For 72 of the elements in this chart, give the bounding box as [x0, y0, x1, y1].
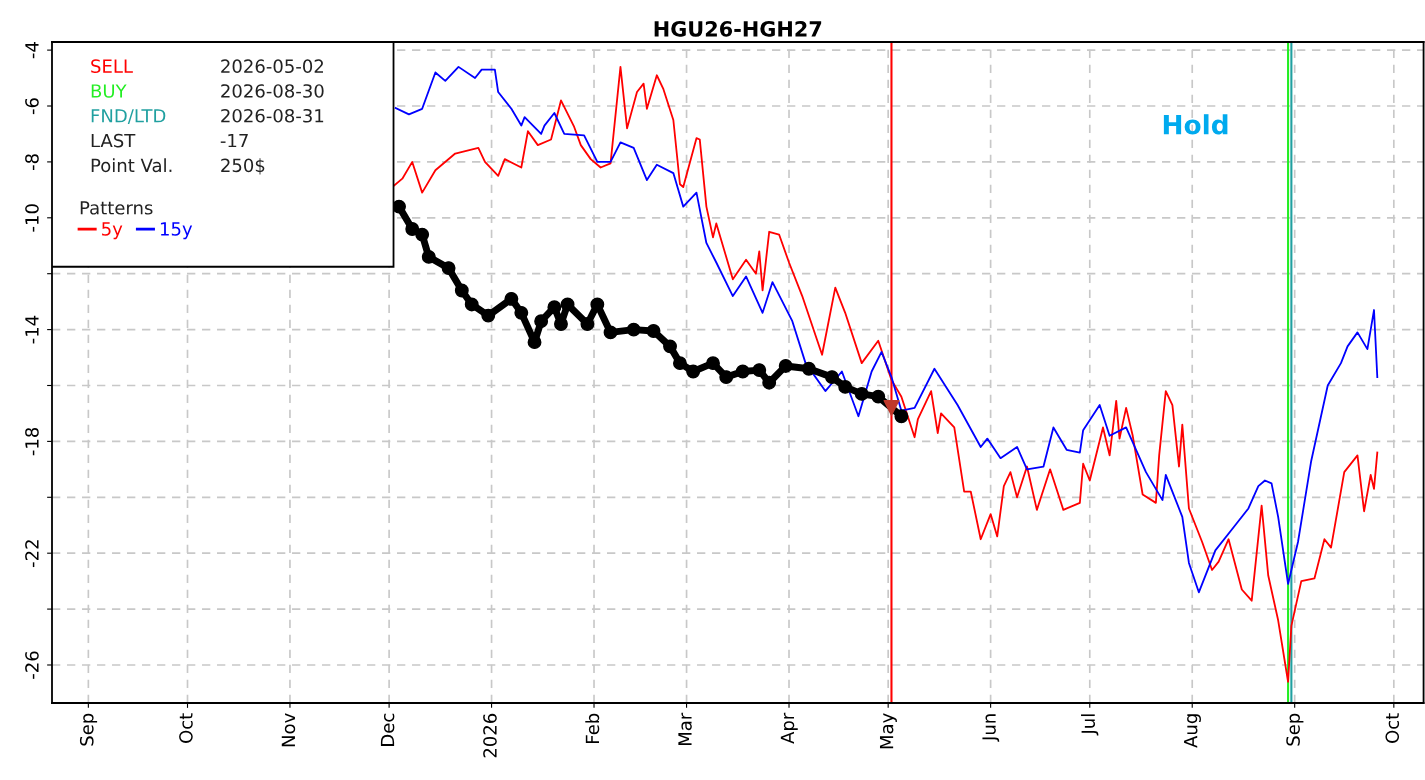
point: [405, 222, 420, 236]
chart-title: HGU26-HGH27: [654, 20, 822, 37]
x-tick-label: Jun: [982, 714, 1000, 742]
ref-line-label: FND/LTD: [91, 109, 166, 125]
annotation: LAST: [91, 133, 136, 148]
x-tick-label: Oct: [179, 713, 193, 743]
ref-line-label: BUY: [91, 84, 127, 98]
y-tick-label: -8: [25, 154, 39, 171]
annotation: Point Val.: [91, 158, 172, 173]
annotation: 250$: [221, 158, 265, 175]
annotation: 2026-05-02: [221, 59, 323, 74]
point: [706, 356, 720, 371]
y-tick-label: -22: [25, 540, 39, 568]
point: [752, 363, 767, 378]
point: [580, 317, 595, 331]
point: [547, 300, 562, 315]
point: [504, 291, 519, 306]
point: [527, 335, 542, 350]
legend-title: Patterns: [80, 201, 153, 215]
x-tick-label: Jul: [1081, 714, 1099, 736]
legend-label: 15y: [160, 222, 193, 240]
x-tick-label: Aug: [1184, 714, 1201, 748]
point: [894, 409, 909, 424]
point: [854, 386, 869, 401]
point: [392, 199, 406, 214]
annotation: 2026-08-30: [221, 84, 324, 98]
point: [554, 317, 568, 331]
point: [778, 358, 793, 373]
point: [825, 370, 839, 385]
ref-line-label: SELL: [91, 59, 133, 74]
x-tick-label: Sep: [1286, 713, 1304, 746]
point: [735, 364, 750, 379]
point: [838, 379, 853, 394]
point: [762, 375, 777, 390]
point: [626, 322, 641, 337]
annotation: 2026-08-31: [221, 108, 324, 123]
point: [481, 308, 496, 323]
y-tick-label: -10: [25, 204, 39, 232]
x-tick-label: Sep: [79, 713, 98, 746]
point: [603, 325, 618, 340]
point: [454, 283, 469, 298]
x-tick-label: Mar: [678, 712, 692, 746]
point: [464, 297, 479, 312]
x-tick-label: May: [879, 713, 897, 749]
point: [673, 356, 687, 371]
x-tick-label: Feb: [585, 713, 600, 743]
point: [871, 389, 886, 404]
point: [883, 399, 900, 416]
y-tick-label: -14: [25, 315, 39, 344]
point: [415, 227, 430, 242]
x-tick-label: Oct: [1385, 713, 1400, 743]
point: [801, 361, 816, 376]
point: [534, 314, 549, 329]
y-tick-label: -6: [25, 98, 39, 115]
point: [646, 324, 661, 338]
point: [560, 297, 575, 312]
point: [514, 305, 529, 320]
point: [663, 339, 677, 354]
x-tick-label: Dec: [380, 713, 395, 746]
x-tick-label: 2026: [483, 713, 497, 758]
point: [441, 261, 456, 276]
legend-label: 5y: [102, 222, 123, 240]
x-tick-label: Apr: [780, 712, 798, 744]
annotation: -17: [220, 133, 248, 148]
point: [686, 364, 701, 379]
point: [719, 370, 734, 385]
point: [421, 249, 436, 264]
x-tick-label: Nov: [281, 713, 296, 747]
y-tick-label: -4: [25, 42, 39, 59]
y-tick-label: -18: [25, 427, 39, 456]
annotation: Hold: [1163, 114, 1228, 135]
y-tick-label: -26: [25, 651, 39, 679]
